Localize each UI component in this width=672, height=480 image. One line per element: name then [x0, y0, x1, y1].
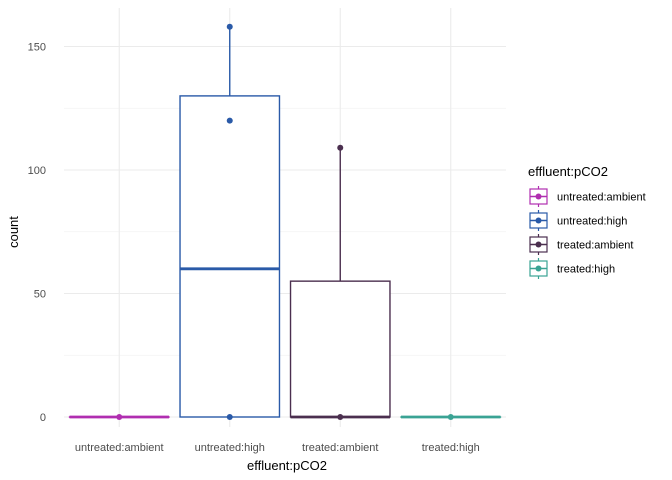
legend-label: treated:high: [557, 264, 615, 276]
legend-key-point: [535, 265, 542, 272]
data-point: [337, 414, 344, 420]
legend-label: treated:ambient: [557, 240, 633, 252]
data-point: [226, 117, 233, 124]
legend-key-point: [535, 193, 542, 200]
legend-label: untreated:high: [557, 216, 627, 228]
legend-item-untreated-high: untreated:high: [529, 210, 627, 231]
legend-item-treated-high: treated:high: [529, 258, 615, 279]
data-point: [116, 414, 123, 420]
x-tick-label: treated:ambient: [302, 442, 378, 454]
y-tick-label: 100: [28, 165, 46, 177]
box-untreated-high: [179, 23, 281, 420]
x-tick-label: treated:high: [422, 442, 480, 454]
legend-key-point: [535, 241, 542, 248]
legend-key-point: [535, 217, 542, 224]
legend-label: untreated:ambient: [557, 192, 646, 204]
y-axis-ticks: 0 50 100 150: [28, 42, 46, 425]
box-treated-ambient: [289, 144, 391, 420]
legend-title: effluent:pCO2: [528, 164, 608, 179]
x-axis-ticks: untreated:ambient untreated:high treated:a…: [75, 442, 480, 454]
box-treated-high: [400, 414, 502, 420]
x-tick-label: untreated:high: [195, 442, 265, 454]
legend-item-treated-ambient: treated:ambient: [529, 234, 633, 255]
y-axis-title: count: [6, 216, 21, 248]
legend: effluent:pCO2 untreated:ambient untreated…: [528, 164, 646, 279]
legend-item-untreated-ambient: untreated:ambient: [529, 186, 646, 207]
y-tick-label: 150: [28, 42, 46, 54]
x-tick-label: untreated:ambient: [75, 442, 164, 454]
grid-lines: [64, 8, 506, 427]
data-point: [447, 414, 454, 420]
y-tick-label: 50: [34, 289, 46, 301]
x-axis-title: effluent:pCO2: [247, 458, 327, 473]
data-point: [226, 23, 233, 30]
data-point: [226, 414, 233, 420]
data-point: [337, 144, 344, 151]
box-untreated-ambient: [68, 414, 170, 420]
box-series: [68, 23, 502, 420]
box-iqr: [289, 280, 391, 418]
box-iqr: [179, 95, 281, 418]
y-tick-label: 0: [40, 412, 46, 424]
